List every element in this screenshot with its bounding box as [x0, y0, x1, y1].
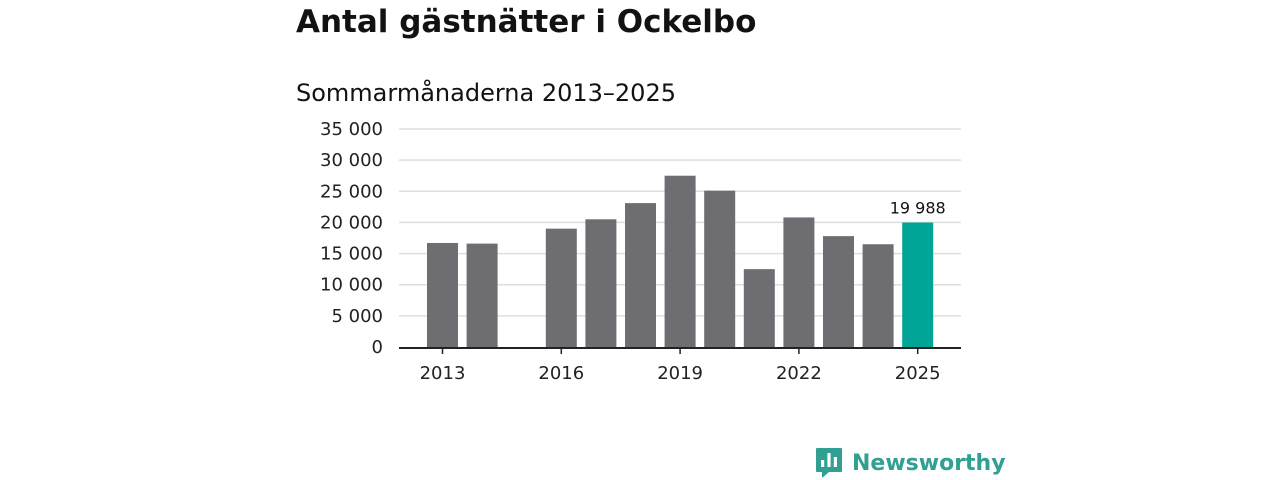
bar [427, 242, 458, 347]
y-tick-label: 5 000 [331, 306, 383, 327]
y-tick-label: 10 000 [320, 275, 383, 296]
bar [466, 243, 498, 347]
bar [664, 175, 696, 347]
x-tick-label: 2019 [657, 363, 703, 384]
x-tick-label: 2025 [895, 363, 941, 384]
chart-subtitle: Sommarmånaderna 2013–2025 [296, 79, 676, 107]
y-axis-tick-labels: 0 5 000 10 000 15 000 20 000 25 000 30 000 35 0… [320, 119, 383, 358]
bars [427, 175, 934, 347]
logo-text: Newsworthy [852, 450, 1006, 476]
bar [902, 222, 934, 347]
chart-title: Antal gästnätter i Ockelbo [296, 4, 757, 40]
x-tick-label: 2016 [538, 363, 584, 384]
bar [783, 217, 815, 347]
data-labels: 19 988 [890, 199, 946, 218]
newsworthy-chat-bar-icon [816, 448, 842, 478]
x-axis-ticks: 2013 2016 2019 2022 2025 [420, 347, 941, 384]
data-label: 19 988 [890, 199, 946, 218]
x-tick-label: 2022 [776, 363, 822, 384]
bar [862, 244, 894, 347]
newsworthy-logo[interactable]: Newsworthy [815, 446, 1006, 480]
y-tick-label: 25 000 [320, 181, 383, 202]
bar [625, 203, 656, 347]
y-tick-label: 30 000 [320, 150, 383, 171]
y-tick-label: 15 000 [320, 244, 383, 265]
y-tick-label: 0 [372, 337, 383, 358]
bar [704, 190, 736, 347]
x-tick-label: 2013 [420, 363, 466, 384]
bar [545, 228, 577, 347]
bar [743, 269, 775, 347]
y-tick-label: 35 000 [320, 119, 383, 140]
bar [823, 236, 854, 347]
y-tick-label: 20 000 [320, 212, 383, 233]
bar [585, 219, 617, 347]
